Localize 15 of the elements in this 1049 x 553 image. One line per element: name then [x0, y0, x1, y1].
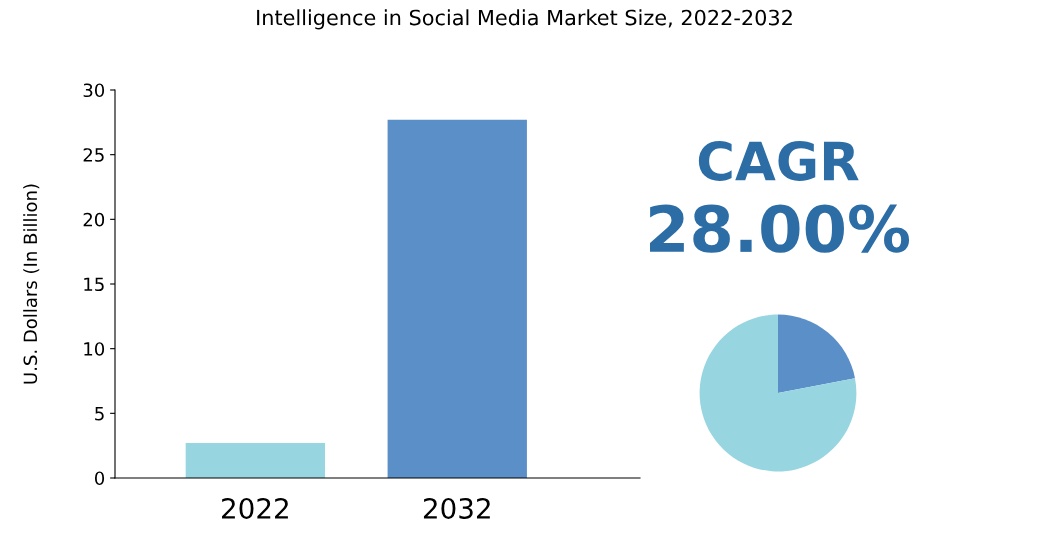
y-tick-label: 15	[84, 277, 104, 292]
x-tick-label: 2022	[222, 497, 288, 519]
pie-slice	[699, 314, 857, 472]
pie-slice	[778, 314, 856, 393]
y-tick-label: 30	[83, 83, 105, 98]
chart-title: Intelligence in Social Media Market Size, 2022-2032	[257, 9, 792, 30]
text: CAGR	[698, 141, 859, 181]
y-axis-title: U.S. Dollars (In Billion)	[23, 184, 40, 384]
text: 28.00%	[650, 204, 910, 253]
y-tick-label: 25	[83, 148, 104, 162]
y-tick-label: 0	[94, 471, 105, 486]
y-tick-label: 10	[84, 342, 105, 356]
y-tick-label: 20	[83, 212, 105, 227]
x-tick-label: 2032	[423, 497, 490, 519]
y-tick-label: 5	[95, 407, 104, 421]
